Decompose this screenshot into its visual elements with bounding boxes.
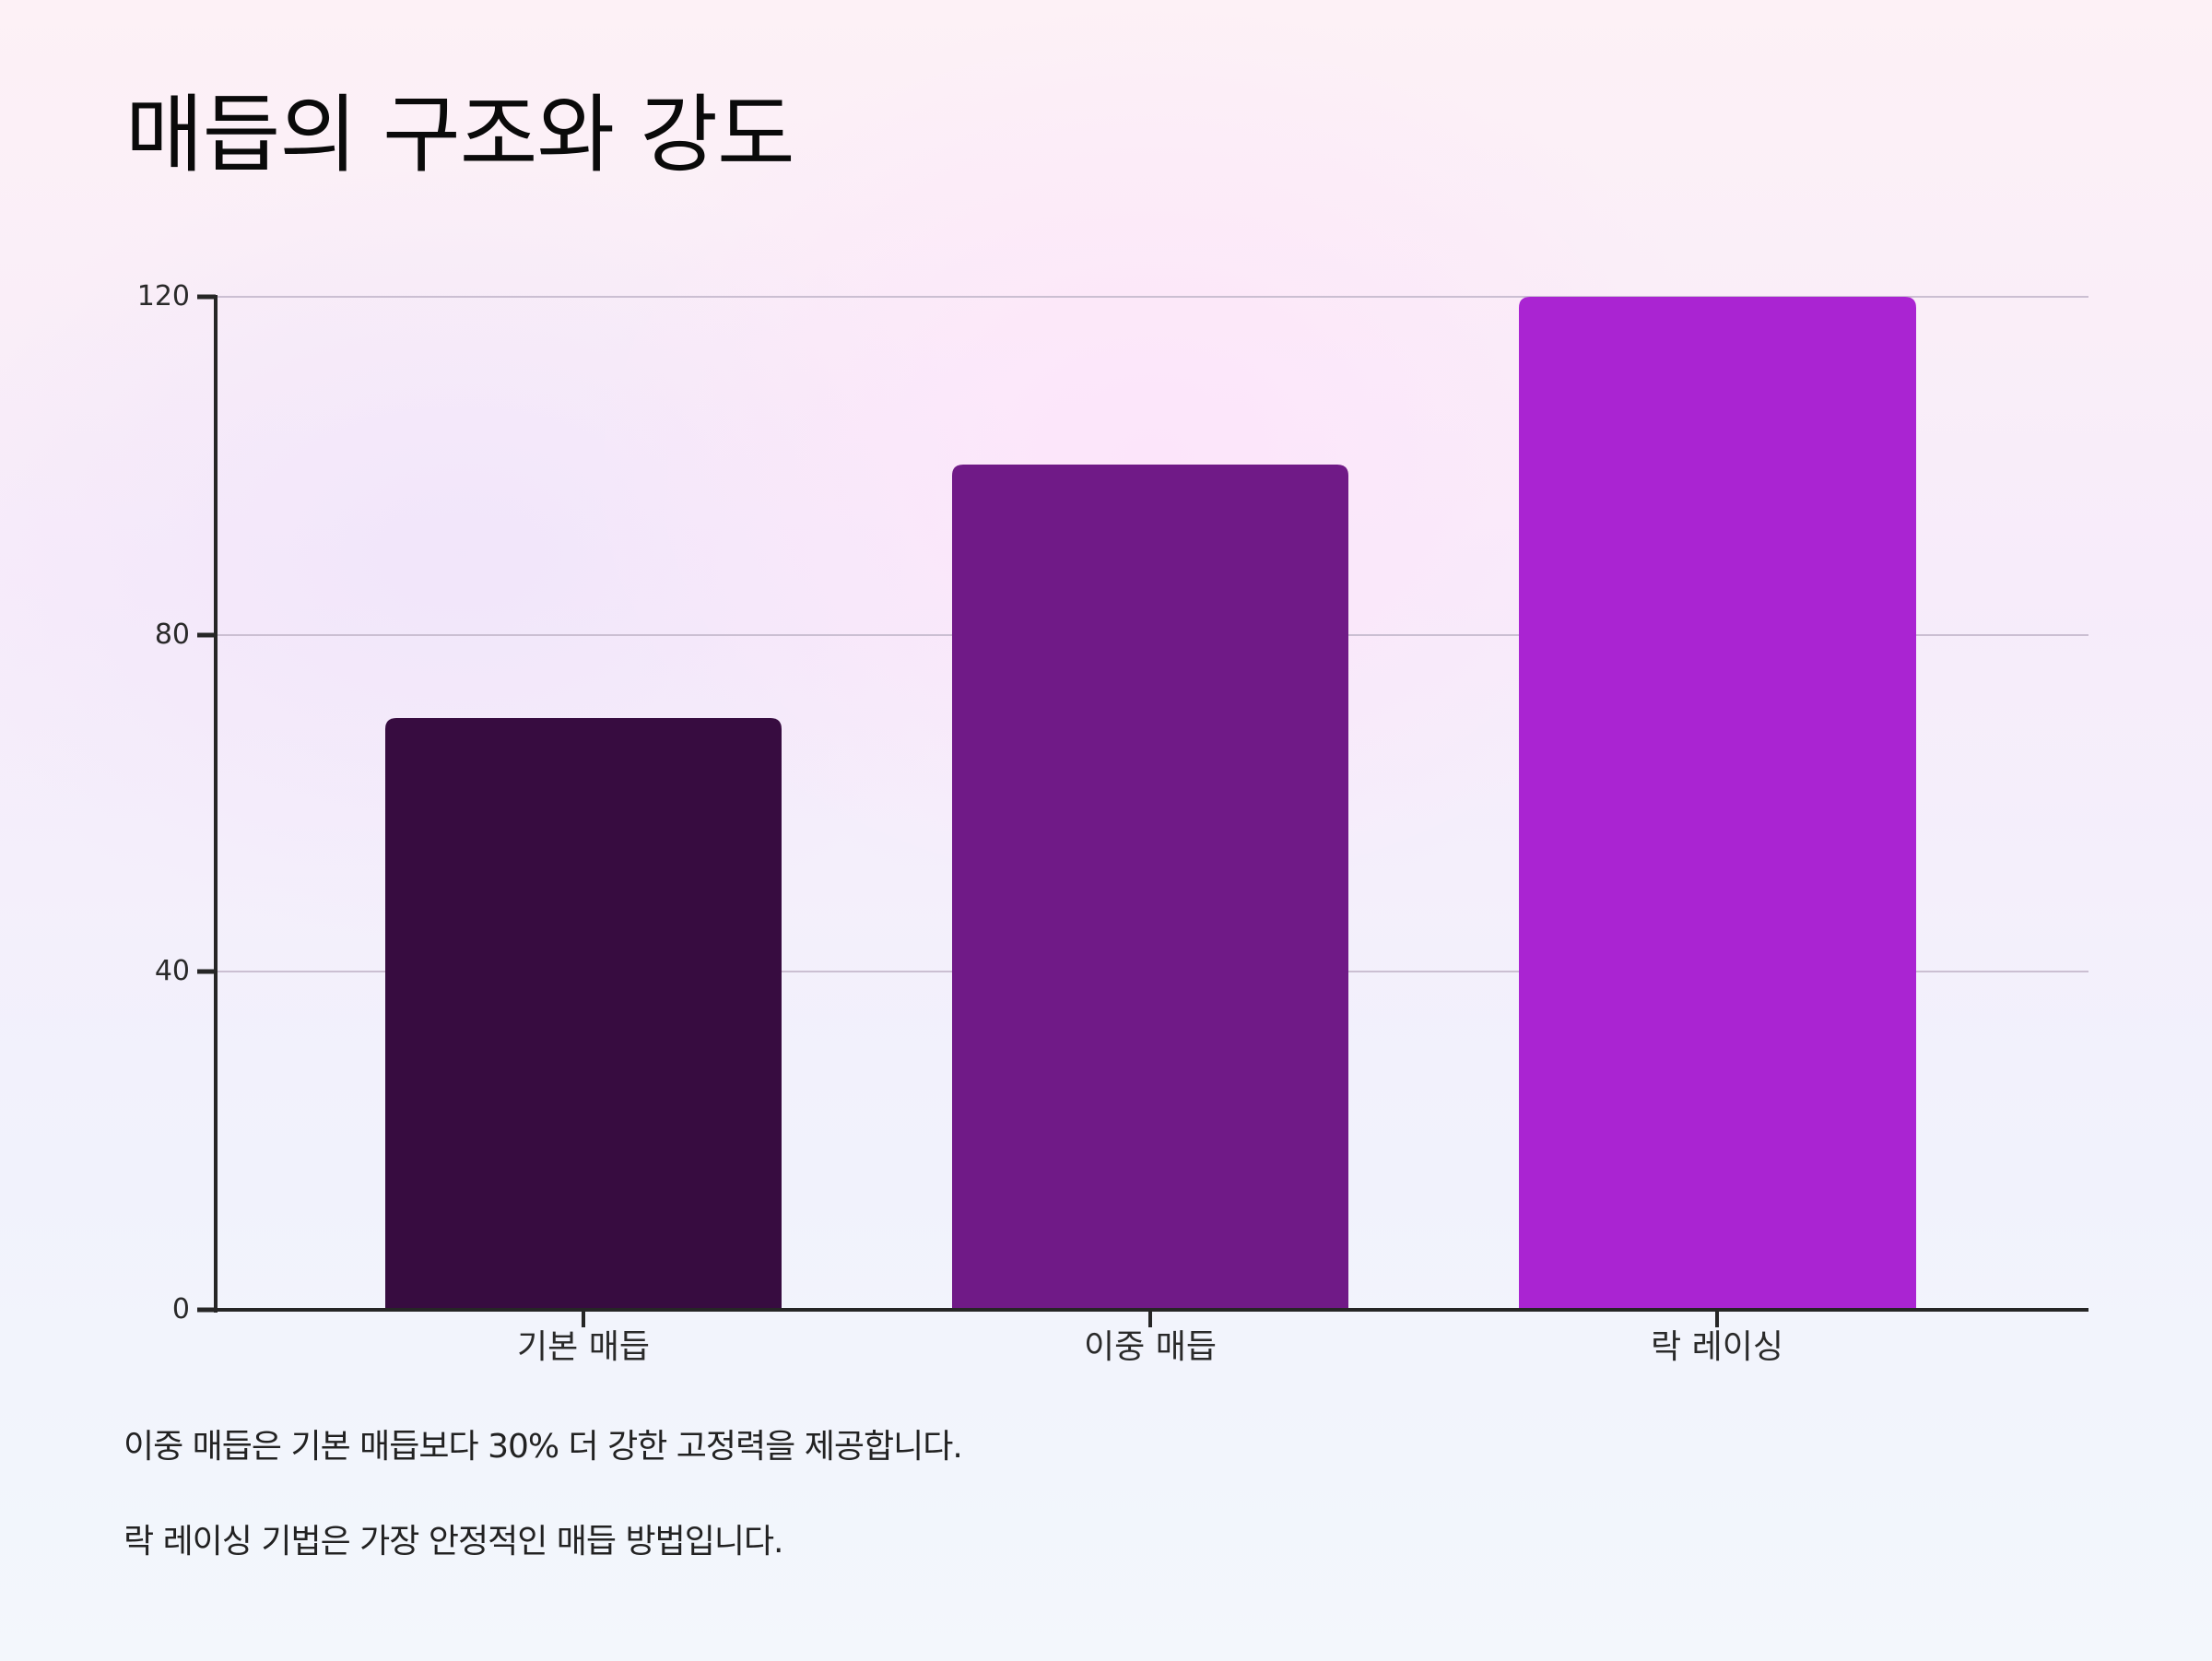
y-tick-label-40: 40 bbox=[154, 955, 190, 987]
page-title: 매듭의 구조와 강도 bbox=[125, 86, 795, 184]
y-tick-label-0: 0 bbox=[171, 1293, 190, 1325]
bar-double-knot[interactable] bbox=[952, 465, 1348, 1310]
axes bbox=[197, 294, 2088, 1327]
x-tick-label-lock-lacing: 락 레이싱 bbox=[1651, 1328, 1783, 1366]
note-double-knot: 이중 매듭은 기본 매듭보다 30% 더 강한 고정력을 제공합니다. bbox=[124, 1428, 963, 1466]
x-tick-label-basic-knot: 기본 매듭 bbox=[517, 1328, 650, 1366]
y-tick-label-80: 80 bbox=[154, 618, 190, 651]
x-tick-label-double-knot: 이중 매듭 bbox=[1084, 1328, 1217, 1366]
y-tick-label-120: 120 bbox=[136, 280, 190, 312]
note-lock-lacing: 락 레이싱 기법은 가장 안정적인 매듭 방법입니다. bbox=[124, 1523, 784, 1561]
bar-basic-knot[interactable] bbox=[385, 718, 782, 1310]
bars bbox=[385, 297, 1916, 1310]
bar-lock-lacing[interactable] bbox=[1519, 297, 1916, 1310]
